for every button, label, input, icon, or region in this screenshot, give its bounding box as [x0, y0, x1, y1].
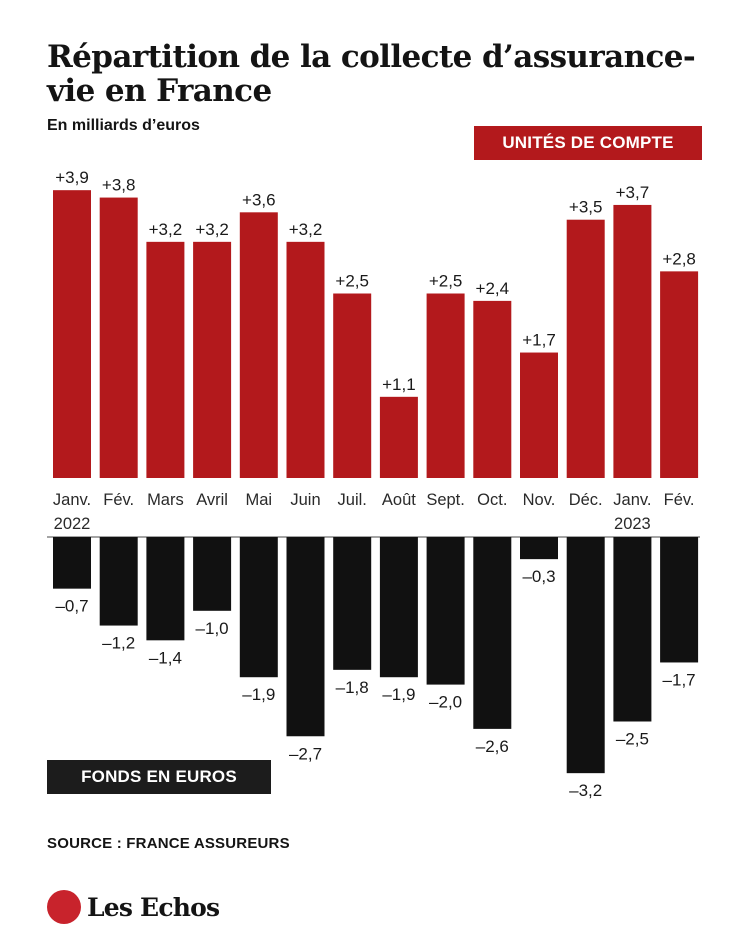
les-echos-logo: Les Echos	[47, 889, 220, 925]
x-tick-label-3: Mars	[147, 491, 184, 509]
bar-fonds-en-euros-2	[99, 537, 138, 626]
x-tick-label-11: Nov.	[523, 491, 556, 509]
bar-fonds-en-euros-8	[379, 537, 418, 678]
data-label-fonds-en-euros-3: –1,4	[149, 648, 182, 667]
data-label-unites-de-compte-4: +3,2	[195, 220, 229, 239]
data-label-unites-de-compte-5: +3,6	[242, 190, 276, 209]
legend-fonds-en-euros: FONDS EN EUROS	[47, 760, 271, 794]
logo-text: Les Echos	[87, 892, 220, 922]
data-label-unites-de-compte-6: +3,2	[289, 220, 323, 239]
bar-unites-de-compte-14	[660, 271, 699, 478]
bar-unites-de-compte-13	[613, 204, 652, 478]
bar-fonds-en-euros-1	[53, 537, 91, 589]
data-label-fonds-en-euros-12: –3,2	[569, 781, 602, 800]
bar-unites-de-compte-5	[239, 212, 278, 478]
data-label-unites-de-compte-7: +2,5	[335, 272, 369, 291]
data-label-unites-de-compte-8: +1,1	[382, 375, 416, 394]
data-label-fonds-en-euros-9: –2,0	[429, 693, 462, 712]
x-tick-label-9: Sept.	[426, 491, 465, 509]
year-label-13: 2023	[614, 515, 651, 533]
data-label-fonds-en-euros-8: –1,9	[382, 685, 415, 704]
data-label-fonds-en-euros-6: –2,7	[289, 744, 322, 763]
x-tick-label-8: Août	[382, 491, 416, 509]
bar-unites-de-compte-2	[99, 197, 138, 478]
data-label-fonds-en-euros-10: –2,6	[476, 737, 509, 756]
data-label-fonds-en-euros-1: –0,7	[55, 597, 88, 616]
x-tick-label-1: Janv.	[53, 491, 91, 509]
data-label-fonds-en-euros-7: –1,8	[336, 678, 369, 697]
data-label-fonds-en-euros-4: –1,0	[196, 619, 229, 638]
x-tick-label-13: Janv.	[613, 491, 651, 509]
chart-title: Répartition de la collecte d’assurance-v…	[47, 39, 696, 109]
bar-fonds-en-euros-12	[566, 537, 605, 774]
bar-fonds-en-euros-3	[146, 537, 185, 641]
bar-unites-de-compte-4	[193, 241, 232, 478]
x-tick-label-6: Juin	[290, 491, 320, 509]
data-label-fonds-en-euros-5: –1,9	[242, 685, 275, 704]
bar-fonds-en-euros-7	[333, 537, 372, 670]
les-echos-emblem-icon	[47, 890, 81, 924]
bar-fonds-en-euros-13	[613, 537, 652, 722]
bar-unites-de-compte-9	[426, 293, 465, 478]
bar-fonds-en-euros-10	[473, 537, 512, 729]
x-tick-label-5: Mai	[246, 491, 273, 509]
data-label-fonds-en-euros-14: –1,7	[663, 670, 696, 689]
year-label-1: 2022	[54, 515, 91, 533]
x-tick-label-7: Juil.	[338, 491, 367, 509]
data-label-fonds-en-euros-11: –0,3	[522, 567, 555, 586]
bar-fonds-en-euros-14	[660, 537, 699, 663]
bar-unites-de-compte-8	[379, 396, 418, 478]
data-label-unites-de-compte-12: +3,5	[569, 198, 603, 217]
chart-subtitle: En milliards d’euros	[47, 117, 200, 134]
x-tick-label-12: Déc.	[569, 491, 603, 509]
x-tick-label-4: Avril	[196, 491, 228, 509]
source-note: SOURCE : FRANCE ASSUREURS	[47, 835, 290, 852]
x-tick-label-2: Fév.	[103, 491, 134, 509]
x-tick-label-14: Fév.	[664, 491, 695, 509]
data-label-unites-de-compte-13: +3,7	[616, 183, 650, 202]
bar-unites-de-compte-3	[146, 241, 185, 478]
bar-unites-de-compte-11	[520, 352, 558, 478]
x-tick-label-10: Oct.	[477, 491, 507, 509]
data-label-fonds-en-euros-2: –1,2	[102, 634, 135, 653]
bar-fonds-en-euros-11	[520, 537, 558, 560]
bar-unites-de-compte-7	[333, 293, 372, 478]
data-label-unites-de-compte-1: +3,9	[55, 168, 89, 187]
bar-fonds-en-euros-5	[239, 537, 278, 678]
data-label-unites-de-compte-2: +3,8	[102, 176, 136, 195]
data-label-unites-de-compte-3: +3,2	[149, 220, 183, 239]
data-label-unites-de-compte-14: +2,8	[662, 249, 696, 268]
bar-fonds-en-euros-9	[426, 537, 465, 685]
bar-fonds-en-euros-4	[193, 537, 232, 611]
bar-unites-de-compte-6	[286, 241, 325, 478]
data-label-unites-de-compte-9: +2,5	[429, 272, 463, 291]
data-label-unites-de-compte-11: +1,7	[522, 331, 556, 350]
bar-unites-de-compte-12	[566, 219, 605, 478]
data-label-fonds-en-euros-13: –2,5	[616, 730, 649, 749]
legend-unites-de-compte: UNITÉS DE COMPTE	[474, 126, 702, 160]
bar-unites-de-compte-1	[53, 190, 91, 478]
bar-unites-de-compte-10	[473, 300, 512, 478]
bar-fonds-en-euros-6	[286, 537, 325, 737]
data-label-unites-de-compte-10: +2,4	[476, 279, 510, 298]
